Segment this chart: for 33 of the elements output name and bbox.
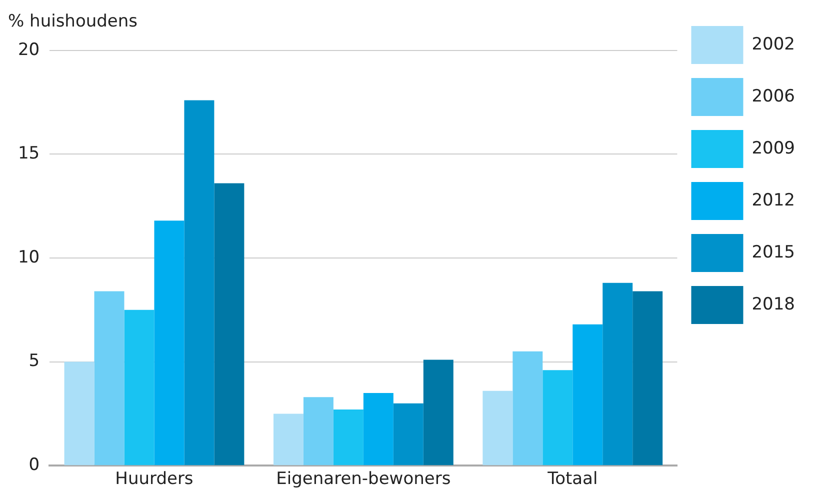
legend-label: 2006 — [752, 86, 795, 106]
bar — [124, 310, 154, 466]
x-tick-label: Totaal — [546, 469, 598, 490]
bar — [632, 291, 663, 466]
bar — [333, 410, 364, 466]
y-tick-label: 15 — [18, 144, 40, 164]
bar — [94, 291, 124, 466]
bar — [393, 403, 424, 466]
legend-label: 2018 — [752, 294, 795, 314]
y-tick-label: 10 — [18, 247, 40, 268]
legend-label: 2002 — [752, 34, 795, 54]
bar — [423, 360, 454, 466]
legend-label: 2012 — [752, 190, 795, 210]
y-axis-title: % huishoudens — [8, 12, 138, 32]
bar — [303, 397, 334, 466]
y-tick-label: 0 — [28, 455, 40, 476]
legend-label: 2009 — [752, 138, 795, 158]
legend-label: 2015 — [752, 242, 795, 262]
bar — [482, 390, 513, 466]
y-tick-label: 20 — [18, 40, 40, 60]
bar — [512, 351, 543, 466]
bar — [184, 100, 214, 466]
bar — [363, 392, 394, 466]
x-tick-label: Eigenaren-bewoners — [276, 469, 451, 490]
bar — [602, 282, 633, 466]
x-tick-label: Huurders — [115, 469, 194, 490]
bar — [64, 362, 94, 466]
bar — [273, 414, 304, 466]
y-tick-label: 5 — [28, 351, 40, 372]
bar — [214, 183, 244, 466]
bar — [154, 220, 184, 466]
bar — [572, 324, 603, 466]
bar — [542, 370, 573, 466]
